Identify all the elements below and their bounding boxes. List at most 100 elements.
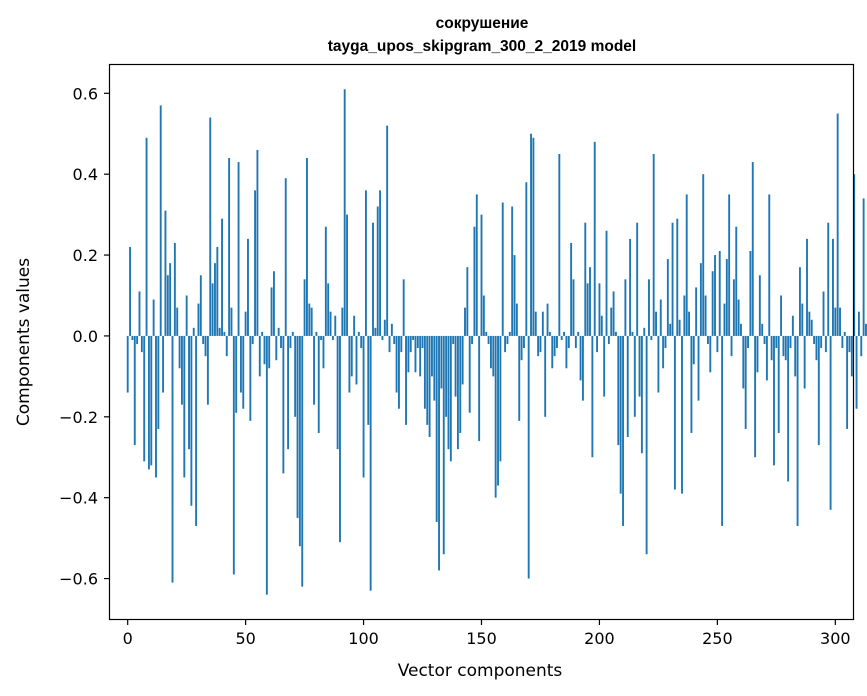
bar bbox=[475, 194, 478, 336]
bar bbox=[218, 327, 221, 336]
y-axis-label: Components values bbox=[14, 258, 34, 426]
bar bbox=[329, 311, 332, 336]
bar bbox=[803, 335, 806, 389]
bar bbox=[138, 291, 141, 336]
bar bbox=[485, 331, 488, 336]
bar bbox=[487, 335, 490, 345]
bar bbox=[570, 242, 573, 336]
bar bbox=[560, 335, 563, 340]
bar bbox=[678, 319, 681, 336]
bar bbox=[827, 222, 830, 336]
bar bbox=[865, 323, 867, 336]
bar bbox=[855, 335, 858, 409]
bar bbox=[242, 335, 245, 409]
bar bbox=[645, 335, 648, 555]
bar bbox=[742, 335, 745, 389]
bar bbox=[756, 335, 759, 373]
bar bbox=[605, 230, 608, 336]
bar bbox=[147, 335, 150, 470]
bar bbox=[407, 335, 410, 373]
bar bbox=[537, 335, 540, 357]
bar bbox=[360, 335, 363, 349]
bar bbox=[754, 335, 757, 458]
bar bbox=[440, 335, 443, 389]
bar bbox=[773, 335, 775, 466]
bar bbox=[711, 271, 714, 336]
x-tick-label: 0 bbox=[123, 629, 133, 648]
bar bbox=[251, 335, 254, 345]
bar bbox=[617, 335, 620, 446]
bar bbox=[466, 267, 469, 336]
bar bbox=[761, 323, 764, 336]
bar bbox=[155, 335, 157, 478]
bar bbox=[164, 210, 167, 336]
chart-title-line1: сокрушение bbox=[436, 15, 529, 32]
bar bbox=[718, 251, 721, 336]
bar bbox=[282, 335, 285, 474]
bar bbox=[181, 335, 183, 405]
bar bbox=[794, 335, 797, 377]
bar bbox=[584, 222, 587, 336]
bar bbox=[268, 335, 271, 369]
bar bbox=[520, 335, 523, 361]
bar bbox=[324, 226, 327, 336]
bar bbox=[692, 335, 695, 365]
bar bbox=[721, 335, 724, 526]
bar bbox=[657, 335, 660, 393]
bar bbox=[504, 335, 507, 353]
bar bbox=[334, 315, 337, 336]
bar bbox=[834, 307, 837, 336]
bar bbox=[445, 335, 448, 417]
bar bbox=[166, 275, 169, 336]
bar bbox=[850, 335, 853, 377]
bar bbox=[355, 335, 358, 385]
bar bbox=[765, 335, 768, 381]
bar bbox=[688, 311, 691, 336]
bar bbox=[789, 335, 792, 349]
bar bbox=[372, 222, 374, 336]
bar bbox=[652, 153, 655, 336]
bar bbox=[622, 335, 624, 526]
bar bbox=[258, 335, 261, 377]
bar bbox=[185, 295, 188, 336]
bar bbox=[303, 279, 306, 336]
bar bbox=[395, 335, 398, 393]
bar bbox=[353, 315, 356, 336]
bar bbox=[565, 335, 568, 369]
bar bbox=[836, 113, 839, 336]
bar bbox=[702, 174, 705, 336]
bar bbox=[343, 89, 346, 336]
bar bbox=[572, 279, 575, 336]
bar bbox=[532, 137, 535, 336]
bar bbox=[336, 335, 339, 450]
bar bbox=[796, 335, 799, 526]
bar bbox=[435, 335, 438, 522]
bar bbox=[749, 251, 752, 336]
bar bbox=[782, 335, 785, 357]
bar bbox=[157, 335, 160, 429]
bar bbox=[249, 335, 252, 421]
bar bbox=[265, 335, 268, 595]
bar bbox=[291, 331, 294, 336]
bar bbox=[341, 307, 344, 336]
bar bbox=[593, 141, 596, 336]
bar bbox=[666, 259, 669, 336]
bar bbox=[452, 335, 455, 345]
bar bbox=[751, 162, 754, 336]
bar bbox=[518, 335, 521, 421]
bar bbox=[204, 335, 207, 357]
bar bbox=[126, 335, 129, 393]
bar bbox=[808, 311, 811, 336]
bar bbox=[662, 335, 665, 369]
x-tick-label: 250 bbox=[702, 629, 733, 648]
bar bbox=[615, 331, 617, 336]
bar bbox=[145, 137, 148, 336]
bar bbox=[209, 117, 212, 336]
bar bbox=[237, 162, 240, 336]
bar bbox=[626, 335, 629, 438]
bar bbox=[405, 335, 407, 425]
bar bbox=[454, 335, 457, 397]
bar bbox=[607, 335, 610, 345]
bar bbox=[501, 202, 504, 336]
bar bbox=[478, 335, 481, 442]
